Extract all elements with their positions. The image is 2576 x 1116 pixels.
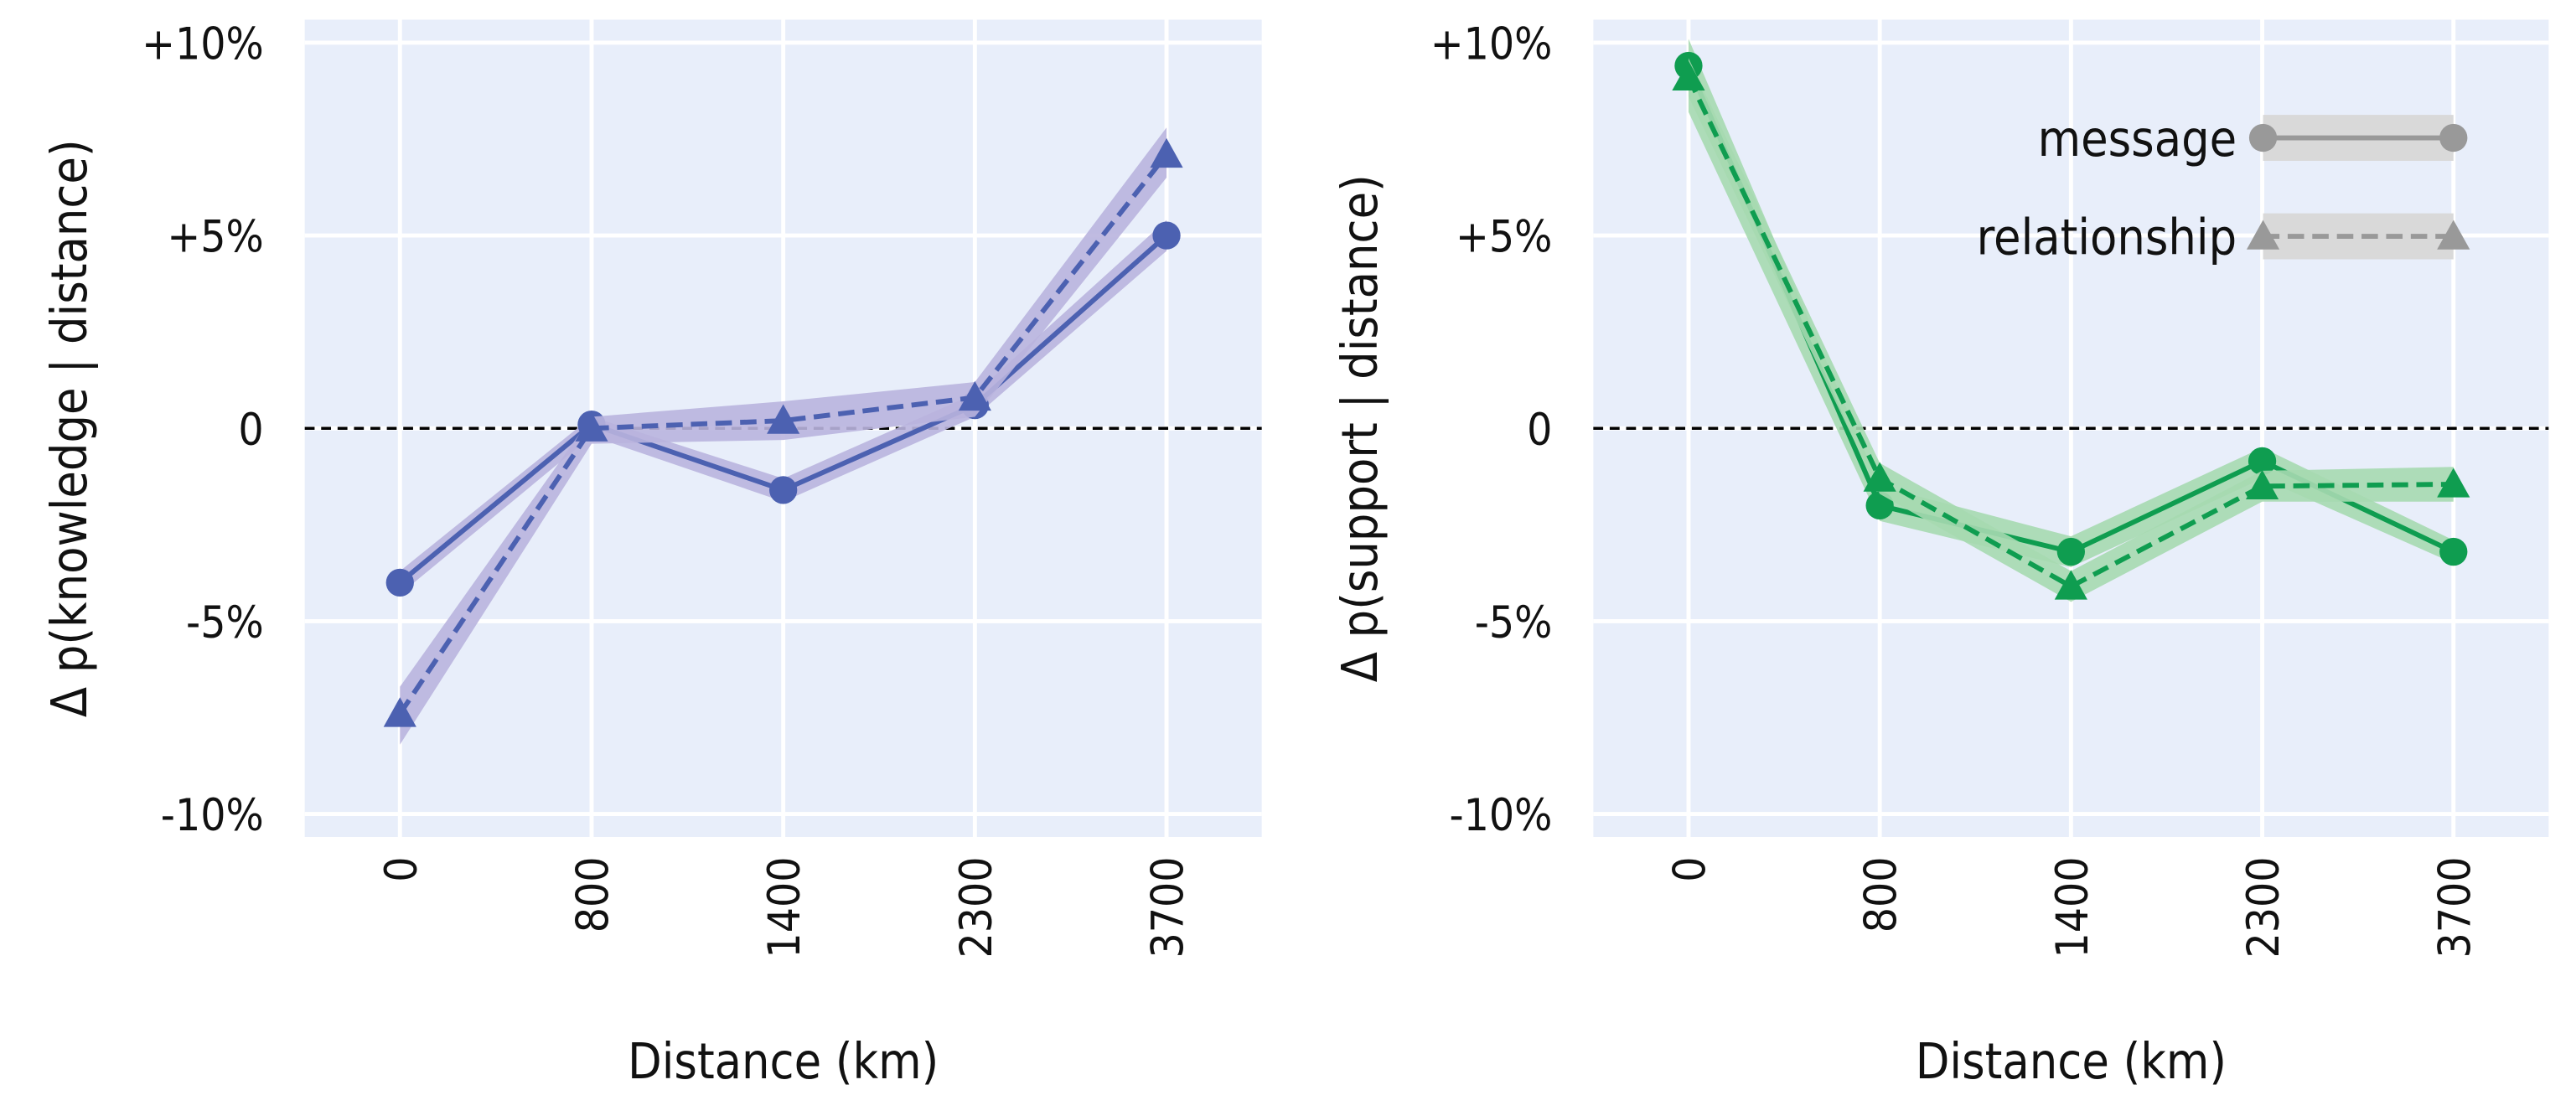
y-axis-label: Δ p(knowledge | distance): [40, 139, 98, 717]
panel-1: +10% +5% 0 -5% -10% 0 800 1400 2300 3700 Distance …: [40, 19, 1262, 1090]
y-tick-label: +5%: [167, 212, 263, 263]
x-tick-label: 0: [376, 857, 427, 882]
data-point: [2248, 447, 2277, 476]
y-tick-label: -10%: [1449, 790, 1552, 841]
y-tick-label: 0: [1527, 405, 1552, 456]
x-tick-label: 2300: [951, 857, 1002, 958]
legend-label: relationship: [1977, 209, 2237, 266]
series-relationship: [383, 127, 1183, 745]
data-point: [1865, 491, 1894, 519]
data-point: [383, 697, 416, 727]
series-line: [1686, 76, 2454, 590]
x-axis-label: Distance (km): [628, 1032, 939, 1090]
data-point: [958, 380, 991, 411]
x-tick-label: 1400: [2047, 857, 2098, 958]
data-point: [767, 404, 800, 434]
data-point: [2437, 468, 2470, 498]
data-point: [2054, 570, 2087, 600]
confidence-band: [400, 127, 1167, 745]
legend-marker: [2246, 220, 2280, 250]
data-point: [769, 476, 798, 504]
data-point: [2245, 469, 2279, 499]
series-line: [397, 152, 1169, 716]
y-tick-label: +10%: [1430, 19, 1553, 70]
legend: message relationship: [1977, 110, 2470, 266]
y-tick-label: -5%: [1475, 597, 1553, 648]
x-tick-label: 3700: [2429, 857, 2480, 958]
x-tick-label: 1400: [759, 857, 810, 958]
data-point: [1863, 462, 1896, 492]
x-tick-label: 2300: [2238, 857, 2289, 958]
x-axis-label: Distance (km): [1916, 1032, 2227, 1090]
data-point: [1152, 221, 1181, 250]
data-point: [575, 411, 608, 442]
data-point: [1150, 137, 1183, 168]
data-point: [2439, 537, 2468, 566]
data-point: [1672, 60, 1705, 91]
legend-label: message: [2038, 110, 2237, 168]
y-axis-label: Δ p(support | distance): [1331, 174, 1389, 682]
x-tick-label: 800: [568, 857, 619, 933]
y-tick-label: 0: [238, 405, 263, 456]
y-tick-label: +10%: [142, 19, 264, 70]
data-point: [385, 568, 414, 597]
legend-marker: [2248, 123, 2278, 152]
data-point: [2056, 537, 2086, 566]
y-tick-label: -10%: [161, 790, 264, 841]
panel-2: +10% +5% 0 -5% -10% 0 800 1400 2300 3700 Distance …: [1331, 19, 2549, 1090]
series-relationship: [1672, 58, 2470, 602]
legend-marker: [2437, 220, 2470, 250]
legend-item-relationship: relationship: [1977, 209, 2470, 266]
legend-item-message: message: [2038, 110, 2468, 168]
y-tick-label: -5%: [186, 597, 264, 648]
x-tick-label: 800: [1856, 857, 1907, 933]
y-tick-label: +5%: [1456, 212, 1552, 263]
x-tick-label: 0: [1665, 857, 1716, 882]
x-tick-label: 3700: [1143, 857, 1194, 958]
legend-marker: [2439, 123, 2468, 152]
